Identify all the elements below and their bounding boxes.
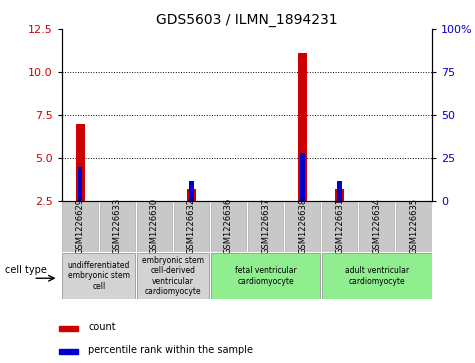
FancyBboxPatch shape <box>137 202 172 252</box>
Bar <box>337 181 342 201</box>
FancyBboxPatch shape <box>396 202 431 252</box>
Text: cell type: cell type <box>5 265 47 275</box>
FancyBboxPatch shape <box>211 202 246 252</box>
Bar <box>59 349 78 354</box>
Text: count: count <box>88 322 116 332</box>
Title: GDS5603 / ILMN_1894231: GDS5603 / ILMN_1894231 <box>156 13 338 26</box>
FancyBboxPatch shape <box>322 253 431 298</box>
Bar <box>78 167 83 201</box>
Text: GSM1226633: GSM1226633 <box>113 198 122 254</box>
Bar <box>59 326 78 331</box>
Text: undifferentiated
embryonic stem
cell: undifferentiated embryonic stem cell <box>67 261 130 291</box>
Bar <box>335 189 344 201</box>
FancyBboxPatch shape <box>174 202 209 252</box>
Bar <box>298 53 307 201</box>
Text: GSM1226637: GSM1226637 <box>261 198 270 254</box>
Text: embryonic stem
cell-derived
ventricular
cardiomyocyte: embryonic stem cell-derived ventricular … <box>142 256 204 296</box>
Text: fetal ventricular
cardiomyocyte: fetal ventricular cardiomyocyte <box>235 266 296 286</box>
Text: GSM1226629: GSM1226629 <box>76 198 85 254</box>
Text: percentile rank within the sample: percentile rank within the sample <box>88 345 253 355</box>
Bar <box>187 189 196 201</box>
FancyBboxPatch shape <box>211 253 320 298</box>
FancyBboxPatch shape <box>100 202 135 252</box>
Text: GSM1226634: GSM1226634 <box>372 198 381 254</box>
Bar <box>189 181 194 201</box>
FancyBboxPatch shape <box>63 202 98 252</box>
FancyBboxPatch shape <box>359 202 394 252</box>
Text: GSM1226631: GSM1226631 <box>335 198 344 254</box>
Text: GSM1226635: GSM1226635 <box>409 198 418 254</box>
Text: GSM1226630: GSM1226630 <box>150 198 159 254</box>
Text: adult ventricular
cardiomyocyte: adult ventricular cardiomyocyte <box>345 266 409 286</box>
FancyBboxPatch shape <box>322 202 357 252</box>
Bar <box>300 153 305 201</box>
Text: GSM1226636: GSM1226636 <box>224 198 233 254</box>
FancyBboxPatch shape <box>285 202 320 252</box>
FancyBboxPatch shape <box>248 202 283 252</box>
Text: GSM1226638: GSM1226638 <box>298 198 307 254</box>
FancyBboxPatch shape <box>63 253 135 298</box>
FancyBboxPatch shape <box>137 253 209 298</box>
Text: GSM1226632: GSM1226632 <box>187 198 196 254</box>
Bar <box>76 124 85 201</box>
